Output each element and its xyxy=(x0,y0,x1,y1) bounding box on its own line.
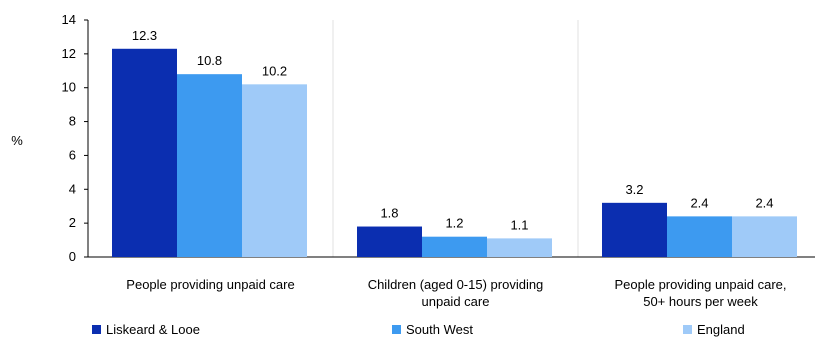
legend-item: South West xyxy=(392,322,473,337)
legend-label: South West xyxy=(406,322,473,337)
category-label-line: People providing unpaid care xyxy=(126,277,294,292)
data-label: 10.2 xyxy=(262,63,287,78)
category-label-line: People providing unpaid care, xyxy=(614,277,786,292)
legend-swatch xyxy=(683,325,692,334)
category-label: People providing unpaid care, 50+ hours p… xyxy=(614,277,786,309)
legend-label: Liskeard & Looe xyxy=(106,322,200,337)
category-label-line: Children (aged 0-15) providing xyxy=(368,277,544,292)
bar xyxy=(242,84,307,257)
legend-item: England xyxy=(683,322,745,337)
data-label: 1.2 xyxy=(445,216,463,231)
bar xyxy=(422,236,487,257)
bar xyxy=(667,216,732,257)
bar xyxy=(602,202,667,257)
data-label: 2.4 xyxy=(690,195,708,210)
bar xyxy=(732,216,797,257)
data-label: 1.1 xyxy=(510,217,528,232)
y-tick-label: 0 xyxy=(69,249,76,264)
category-label-line: 50+ hours per week xyxy=(643,294,758,309)
bar xyxy=(177,74,242,258)
y-axis-label: % xyxy=(11,133,23,148)
data-label: 10.8 xyxy=(197,53,222,68)
data-label: 3.2 xyxy=(625,182,643,197)
y-tick-label: 14 xyxy=(62,12,76,27)
legend-swatch xyxy=(392,325,401,334)
y-tick-label: 10 xyxy=(62,80,76,95)
bar xyxy=(357,226,422,257)
legend-swatch xyxy=(92,325,101,334)
legend-label: England xyxy=(697,322,745,337)
chart-legend: Liskeard & Looe South West England xyxy=(0,322,815,340)
legend-item: Liskeard & Looe xyxy=(92,322,200,337)
y-tick-label: 12 xyxy=(62,46,76,61)
data-label: 1.8 xyxy=(380,206,398,221)
category-label-line: unpaid care xyxy=(422,294,490,309)
category-label: People providing unpaid care xyxy=(126,277,294,292)
bar xyxy=(487,238,552,257)
y-tick-label: 6 xyxy=(69,147,76,162)
data-label: 2.4 xyxy=(755,195,773,210)
bar xyxy=(112,48,177,258)
y-tick-label: 8 xyxy=(69,114,76,129)
data-label: 12.3 xyxy=(132,28,157,43)
y-tick-label: 2 xyxy=(69,215,76,230)
category-label: Children (aged 0-15) providing unpaid car… xyxy=(368,277,544,309)
y-tick-label: 4 xyxy=(69,181,76,196)
bar-chart: 0 2 4 6 8 10 12 14% 12.3 1.8 3.2 10.8 1.2 2.4 10.2 1.1 2… xyxy=(11,12,815,309)
